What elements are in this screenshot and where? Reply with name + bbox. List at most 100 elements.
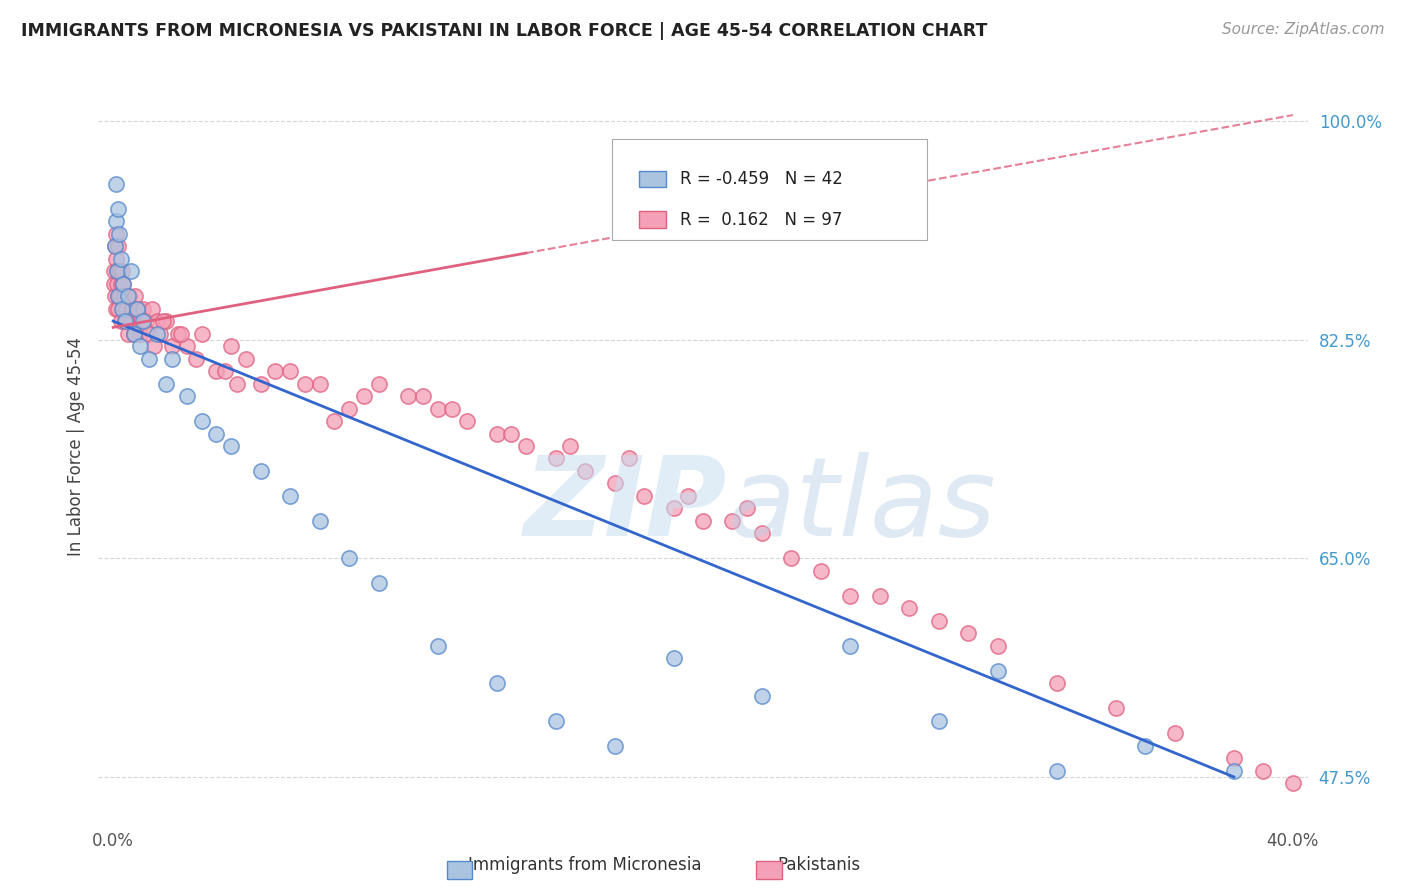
- Point: [176, 339, 198, 353]
- Point: [214, 364, 236, 378]
- Point: [619, 451, 641, 466]
- Point: [107, 289, 129, 303]
- Point: [735, 501, 758, 516]
- Point: [560, 439, 582, 453]
- Point: [957, 626, 980, 640]
- Point: [249, 464, 271, 478]
- Point: [131, 301, 153, 316]
- Point: [122, 326, 145, 341]
- Point: [249, 376, 271, 391]
- Point: [104, 301, 127, 316]
- Point: [112, 289, 135, 303]
- Point: [167, 326, 190, 341]
- Text: Source: ZipAtlas.com: Source: ZipAtlas.com: [1222, 22, 1385, 37]
- Point: [308, 376, 330, 391]
- Point: [104, 289, 127, 303]
- Point: [205, 364, 228, 378]
- Point: [337, 551, 360, 566]
- Point: [1105, 701, 1128, 715]
- Point: [107, 202, 129, 216]
- Point: [751, 689, 773, 703]
- Point: [190, 414, 212, 428]
- Point: [485, 426, 508, 441]
- Point: [146, 326, 169, 341]
- Point: [155, 376, 177, 391]
- Text: R =  0.162   N = 97: R = 0.162 N = 97: [681, 211, 842, 228]
- Point: [129, 314, 152, 328]
- Point: [125, 301, 148, 316]
- Text: Pakistanis: Pakistanis: [778, 856, 860, 874]
- Point: [105, 264, 128, 278]
- Point: [987, 639, 1010, 653]
- Point: [603, 476, 626, 491]
- Point: [190, 326, 212, 341]
- Point: [456, 414, 478, 428]
- Point: [1223, 764, 1246, 778]
- Point: [170, 326, 193, 341]
- Point: [105, 277, 128, 291]
- Point: [544, 714, 567, 728]
- Point: [678, 489, 700, 503]
- Point: [127, 301, 149, 316]
- Point: [105, 214, 128, 228]
- Point: [105, 264, 128, 278]
- Point: [1282, 776, 1305, 790]
- Point: [138, 351, 160, 366]
- Point: [928, 714, 950, 728]
- Point: [367, 376, 389, 391]
- Point: [721, 514, 744, 528]
- Point: [633, 489, 655, 503]
- Point: [1046, 676, 1069, 690]
- Point: [111, 301, 134, 316]
- Point: [337, 401, 360, 416]
- Point: [112, 277, 135, 291]
- Text: R = -0.459   N = 42: R = -0.459 N = 42: [681, 170, 844, 188]
- Point: [160, 351, 183, 366]
- Point: [112, 277, 135, 291]
- Point: [107, 289, 129, 303]
- Point: [1046, 764, 1069, 778]
- Y-axis label: In Labor Force | Age 45-54: In Labor Force | Age 45-54: [66, 336, 84, 556]
- Point: [751, 526, 773, 541]
- Point: [138, 326, 160, 341]
- Point: [149, 326, 172, 341]
- Point: [412, 389, 434, 403]
- Point: [120, 264, 142, 278]
- Point: [111, 301, 134, 316]
- Point: [544, 451, 567, 466]
- Point: [110, 252, 132, 266]
- Point: [662, 651, 685, 665]
- Point: [108, 264, 131, 278]
- Point: [1253, 764, 1275, 778]
- Point: [118, 289, 141, 303]
- Point: [131, 314, 153, 328]
- Point: [603, 739, 626, 753]
- Point: [308, 514, 330, 528]
- Point: [105, 227, 128, 241]
- Point: [501, 426, 523, 441]
- Point: [104, 252, 127, 266]
- Point: [1135, 739, 1157, 753]
- Text: IMMIGRANTS FROM MICRONESIA VS PAKISTANI IN LABOR FORCE | AGE 45-54 CORRELATION C: IMMIGRANTS FROM MICRONESIA VS PAKISTANI …: [21, 22, 987, 40]
- Point: [107, 301, 129, 316]
- Point: [662, 501, 685, 516]
- Point: [104, 239, 127, 253]
- Point: [160, 339, 183, 353]
- Point: [152, 314, 174, 328]
- Point: [120, 314, 142, 328]
- Point: [692, 514, 714, 528]
- Point: [146, 314, 169, 328]
- Point: [367, 576, 389, 591]
- Point: [264, 364, 287, 378]
- FancyBboxPatch shape: [638, 170, 665, 187]
- Point: [141, 301, 163, 316]
- Point: [898, 601, 921, 615]
- Point: [515, 439, 537, 453]
- Point: [928, 614, 950, 628]
- Point: [987, 664, 1010, 678]
- Point: [108, 227, 131, 241]
- FancyBboxPatch shape: [613, 139, 927, 240]
- Point: [426, 639, 449, 653]
- Point: [110, 314, 132, 328]
- Point: [278, 364, 301, 378]
